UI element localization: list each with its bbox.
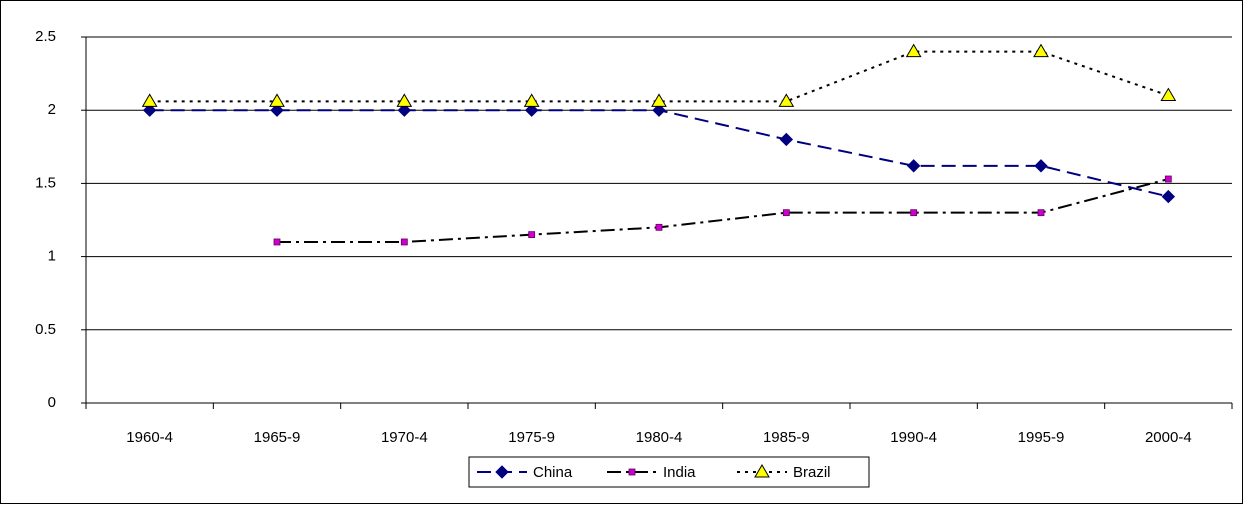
marker xyxy=(524,103,539,117)
marker xyxy=(1160,87,1177,102)
marker xyxy=(1164,175,1172,183)
legend: China India Brazil xyxy=(468,456,870,488)
marker xyxy=(495,465,509,479)
y-tick-label: 1 xyxy=(48,248,56,265)
marker xyxy=(782,209,790,217)
y-tick-label: 2 xyxy=(48,101,56,118)
marker xyxy=(141,93,158,107)
y-tick-label: 0 xyxy=(48,394,56,411)
marker xyxy=(778,93,795,107)
x-tick-label: 1980-4 xyxy=(636,429,683,446)
x-tick-label: 1975-9 xyxy=(508,429,555,446)
marker xyxy=(652,103,666,117)
marker xyxy=(400,238,408,246)
marker xyxy=(273,238,281,246)
series-line xyxy=(149,50,1169,103)
marker xyxy=(1033,43,1049,58)
legend-label: Brazil xyxy=(793,464,831,481)
marker xyxy=(910,209,918,217)
marker xyxy=(754,464,770,478)
legend-label: China xyxy=(533,464,573,481)
y-tick-label: 2.5 xyxy=(35,28,56,45)
x-tick-label: 1965-9 xyxy=(254,429,301,446)
marker xyxy=(397,103,412,117)
marker xyxy=(628,468,636,476)
x-tick-label: 1960-4 xyxy=(126,429,173,446)
x-tick-label: 1995-9 xyxy=(1018,429,1065,446)
marker xyxy=(906,159,921,173)
marker xyxy=(1034,159,1048,173)
marker xyxy=(655,223,663,231)
y-tick-label: 0.5 xyxy=(35,321,56,338)
marker xyxy=(651,93,667,107)
y-tick-label: 1.5 xyxy=(35,174,56,191)
marker xyxy=(1037,209,1045,217)
x-tick-label: 2000-4 xyxy=(1145,429,1192,446)
x-tick-label: 1970-4 xyxy=(381,429,428,446)
marker xyxy=(396,93,413,107)
marker xyxy=(523,93,540,107)
marker xyxy=(905,43,922,58)
marker xyxy=(1161,189,1176,204)
marker xyxy=(142,103,157,117)
legend-label: India xyxy=(663,464,696,481)
marker xyxy=(528,231,536,239)
x-tick-label: 1985-9 xyxy=(763,429,810,446)
series-line xyxy=(277,178,1169,243)
marker xyxy=(269,93,285,107)
x-tick-label: 1990-4 xyxy=(890,429,937,446)
marker xyxy=(270,103,284,117)
legend-box xyxy=(468,456,870,488)
marker xyxy=(779,132,794,147)
